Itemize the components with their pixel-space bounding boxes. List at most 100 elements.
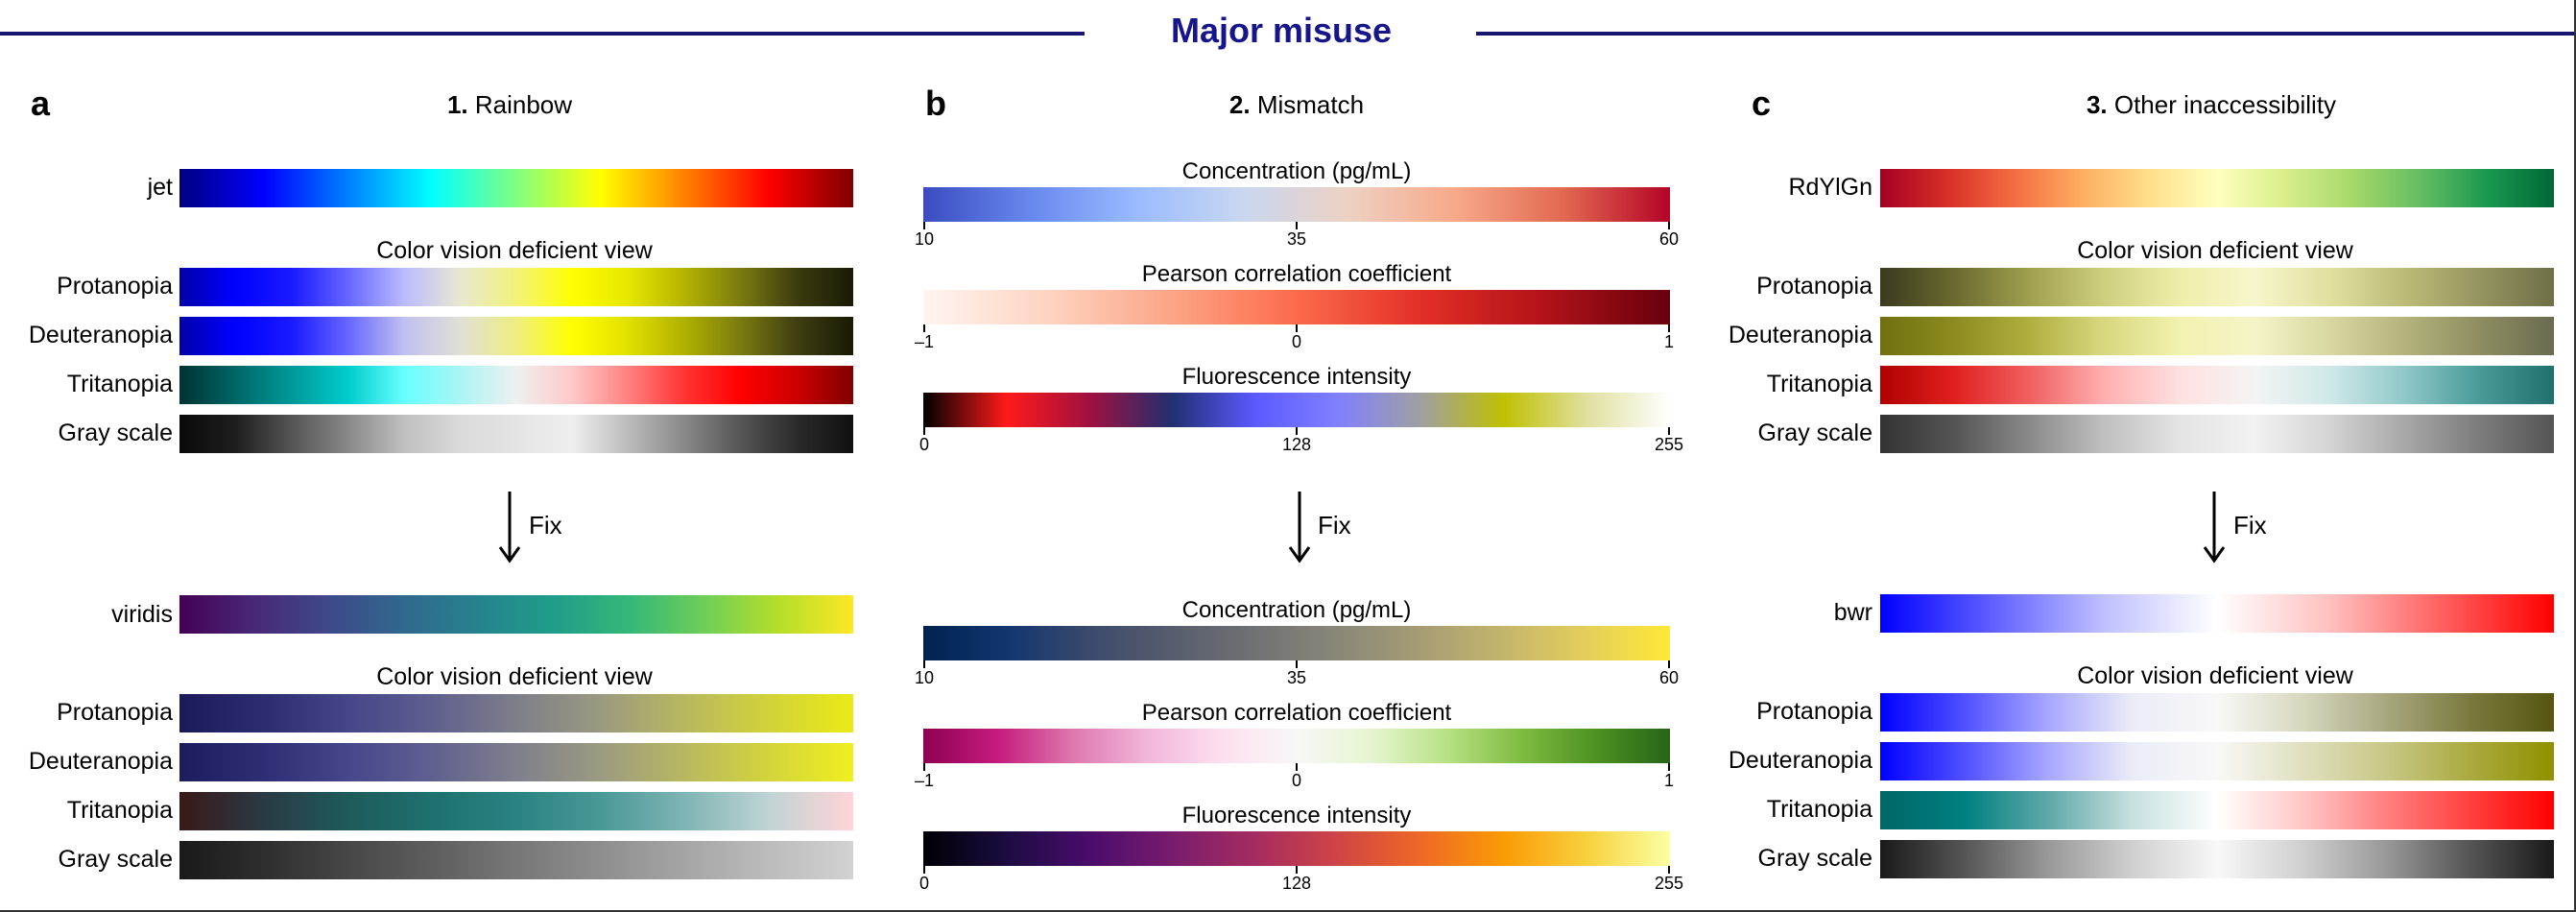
colorbar-tick-label: 60 — [1658, 229, 1680, 249]
panel-a-title: 1. Rainbow — [270, 89, 750, 120]
colorbar-tick-label: 255 — [1654, 874, 1684, 893]
row-label-protanopia: Protanopia — [57, 273, 173, 300]
colorbar-tick — [923, 222, 925, 229]
figure-border-bottom — [0, 910, 2576, 912]
cvd-bar-protanopia — [1880, 693, 2554, 732]
cvd-bar-tritanopia — [179, 366, 853, 404]
panel-b-number: 2. — [1228, 90, 1251, 119]
colorbar-tick-label: –1 — [914, 771, 935, 790]
panel-b-letter: b — [925, 84, 946, 123]
colorbar-tick — [1296, 324, 1298, 332]
cvd-bar-gray-scale — [179, 841, 853, 879]
panel-a-number: 1. — [446, 90, 468, 119]
cvd-bar-protanopia — [179, 694, 853, 732]
row-label-tritanopia: Tritanopia — [1766, 371, 1872, 397]
colorbar-tick — [923, 763, 925, 771]
row-label-protanopia: Protanopia — [1756, 698, 1872, 725]
colorbar-fluorescence — [923, 831, 1670, 866]
colorbar-tick — [1296, 660, 1298, 668]
bar-title-pearson: Pearson correlation coefficient — [1141, 700, 1452, 726]
cvd-bar-deuteranopia — [1880, 742, 2554, 780]
cvd-bar-deuteranopia — [1880, 317, 2554, 355]
colormap-name-viridis: viridis — [111, 601, 173, 628]
row-label-tritanopia: Tritanopia — [66, 371, 173, 397]
bar-title-fluorescence: Fluorescence intensity — [1181, 803, 1412, 828]
row-label-tritanopia: Tritanopia — [1766, 796, 1872, 823]
cvd-bar-tritanopia — [179, 792, 853, 830]
fix-arrow-icon — [498, 492, 521, 564]
colorbar-fluorescence — [923, 393, 1670, 427]
row-label-gray-scale: Gray scale — [1757, 420, 1872, 446]
colormap-bar-bwr — [1880, 594, 2554, 633]
cvd-bar-gray-scale — [1880, 840, 2554, 878]
colorbar-pearson — [923, 290, 1670, 324]
row-label-deuteranopia: Deuteranopia — [28, 322, 173, 348]
fix-arrow-icon — [2203, 492, 2226, 564]
colorbar-tick-label: 0 — [1291, 332, 1301, 351]
colorbar-tick — [1668, 324, 1670, 332]
colormap-name-bwr: bwr — [1833, 599, 1872, 626]
panel-a-title-text: Rainbow — [474, 90, 573, 119]
colormap-name-jet: jet — [147, 174, 173, 201]
colorbar-tick — [923, 660, 925, 668]
colorbar-tick — [923, 866, 925, 874]
panel-c-letter: c — [1752, 84, 1772, 123]
colorbar-tick — [1296, 763, 1298, 771]
colorbar-tick-label: 0 — [1291, 771, 1301, 790]
panel-b-title-text: Mismatch — [1256, 90, 1365, 119]
cvd-bar-protanopia — [1880, 268, 2554, 306]
cvd-bar-protanopia — [179, 268, 853, 306]
colormap-bar-rdylgn — [1880, 169, 2554, 207]
cvd-title-a-after: Color vision deficient view — [376, 663, 653, 690]
colorbar-tick-label: 60 — [1658, 668, 1680, 687]
colormap-bar-jet — [179, 169, 853, 207]
cvd-bar-deuteranopia — [179, 317, 853, 355]
row-label-deuteranopia: Deuteranopia — [1728, 322, 1872, 348]
colorbar-tick-label: 128 — [1281, 874, 1312, 893]
cvd-title-a-before: Color vision deficient view — [376, 237, 653, 264]
bar-title-concentration: Concentration (pg/mL) — [1181, 597, 1412, 623]
fix-arrow-icon — [1288, 492, 1311, 564]
colorbar-tick-label: 128 — [1281, 435, 1312, 454]
row-label-deuteranopia: Deuteranopia — [1728, 747, 1872, 774]
colormap-bar-viridis — [179, 595, 853, 634]
row-label-gray-scale: Gray scale — [58, 846, 173, 873]
colorbar-tick — [1296, 427, 1298, 435]
bar-title-concentration: Concentration (pg/mL) — [1181, 158, 1412, 184]
header-rule-left — [0, 32, 1085, 36]
colorbar-concentration — [923, 187, 1670, 222]
colorbar-tick-label: 0 — [918, 874, 929, 893]
colorbar-concentration — [923, 626, 1670, 660]
panel-a-letter: a — [31, 84, 51, 123]
panel-c-number: 3. — [2086, 90, 2108, 119]
colorbar-tick-label: 255 — [1654, 435, 1684, 454]
colorbar-tick-label: –1 — [914, 332, 935, 351]
colorbar-tick-label: 1 — [1663, 771, 1674, 790]
row-label-gray-scale: Gray scale — [58, 420, 173, 446]
page-title: Major misuse — [1170, 11, 1393, 50]
cvd-bar-deuteranopia — [179, 743, 853, 781]
colorbar-tick — [1668, 660, 1670, 668]
row-label-gray-scale: Gray scale — [1757, 845, 1872, 872]
fix-label-c: Fix — [2233, 511, 2267, 540]
colorbar-tick-label: 35 — [1286, 668, 1307, 687]
colorbar-tick — [1668, 222, 1670, 229]
cvd-bar-gray-scale — [179, 415, 853, 453]
colorbar-tick — [1296, 866, 1298, 874]
colorbar-pearson — [923, 729, 1670, 763]
panel-c-title: 3. Other inaccessibility — [1971, 89, 2451, 120]
cvd-bar-tritanopia — [1880, 366, 2554, 404]
colorbar-tick — [1668, 763, 1670, 771]
header-rule-right — [1476, 32, 2576, 36]
colorbar-tick-label: 0 — [918, 435, 929, 454]
row-label-protanopia: Protanopia — [57, 699, 173, 726]
colorbar-tick-label: 10 — [914, 229, 935, 249]
bar-title-fluorescence: Fluorescence intensity — [1181, 364, 1412, 390]
colorbar-tick-label: 10 — [914, 668, 935, 687]
colorbar-tick — [1296, 222, 1298, 229]
cvd-bar-gray-scale — [1880, 415, 2554, 453]
bar-title-pearson: Pearson correlation coefficient — [1141, 261, 1452, 287]
colorbar-tick-label: 1 — [1663, 332, 1674, 351]
colorbar-tick-label: 35 — [1286, 229, 1307, 249]
cvd-title-c-after: Color vision deficient view — [2077, 662, 2353, 689]
